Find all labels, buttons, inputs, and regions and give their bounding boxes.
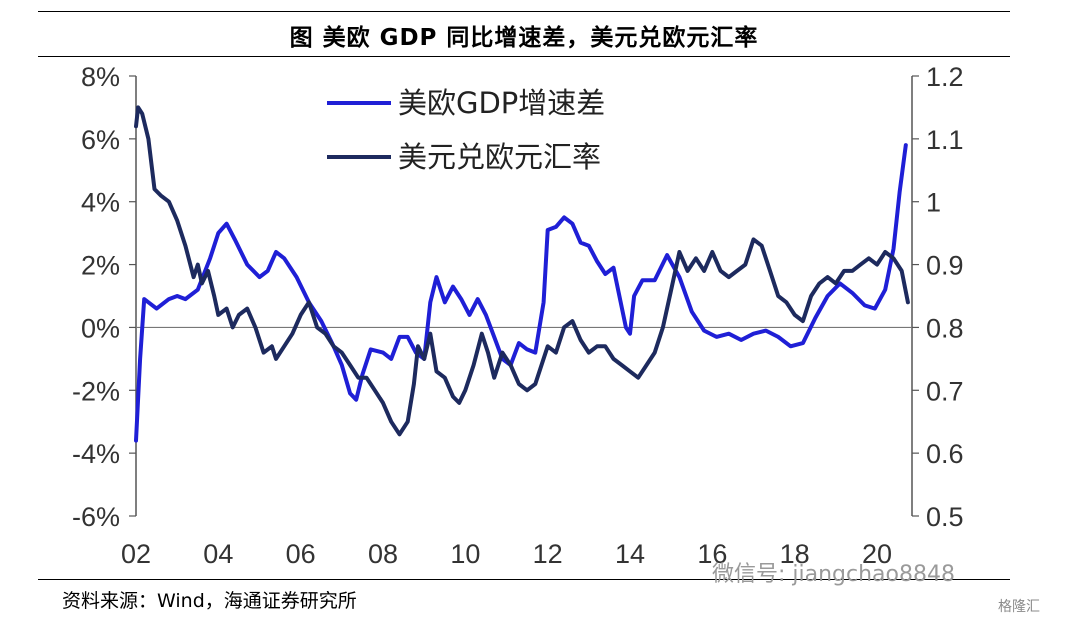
x-axis-tick-label: 02	[121, 539, 151, 569]
bottom-rule	[38, 579, 1010, 580]
gdp-growth-diff-line	[134, 143, 908, 443]
x-axis-tick-label: 14	[615, 539, 645, 569]
title-rule	[38, 56, 1010, 57]
figure-title: 图 美欧 GDP 同比增速差，美元兑欧元汇率	[289, 25, 759, 51]
left-axis-tick-label: 8%	[81, 62, 120, 92]
left-axis-tick-label: 6%	[81, 125, 120, 155]
figure-header: 图 美欧 GDP 同比增速差，美元兑欧元汇率	[38, 0, 1010, 58]
left-axis-tick-label: 2%	[81, 251, 120, 281]
right-axis-tick-label: 1	[926, 188, 941, 218]
x-axis-tick-label: 12	[533, 539, 563, 569]
right-axis-tick-label: 0.7	[926, 376, 964, 406]
left-axis-tick-label: 4%	[81, 188, 120, 218]
x-axis-tick-label: 04	[203, 539, 233, 569]
right-axis-tick-label: 1.1	[926, 125, 964, 155]
left-axis-tick-label: -6%	[72, 502, 120, 532]
x-axis-tick-label: 20	[862, 539, 892, 569]
right-axis-tick-label: 1.2	[926, 62, 964, 92]
left-axis-tick-label: -2%	[72, 376, 120, 406]
watermark-text: 微信号: jiangchao8848	[712, 562, 955, 587]
usd-eur-rate-line	[134, 105, 910, 437]
legend-label-gdp: 美欧GDP增速差	[398, 86, 605, 120]
right-axis-tick-label: 0.8	[926, 313, 964, 343]
legend-label-fx: 美元兑欧元汇率	[398, 140, 601, 174]
source-note: 资料来源：Wind，海通证券研究所	[62, 590, 357, 612]
x-axis-tick-label: 16	[697, 539, 727, 569]
right-axis-tick-label: 0.5	[926, 502, 964, 532]
x-axis-tick-label: 06	[286, 539, 316, 569]
watermark-logo-text: 格隆汇	[998, 599, 1040, 615]
left-axis-tick-label: -4%	[72, 439, 120, 469]
x-axis-tick-label: 08	[368, 539, 398, 569]
right-axis-tick-label: 0.9	[926, 251, 964, 281]
x-axis-tick-label: 18	[780, 539, 810, 569]
right-axis-tick-label: 0.6	[926, 439, 964, 469]
top-rule	[38, 11, 1010, 12]
x-axis-tick-label: 10	[450, 539, 480, 569]
left-axis-tick-label: 0%	[81, 313, 120, 343]
